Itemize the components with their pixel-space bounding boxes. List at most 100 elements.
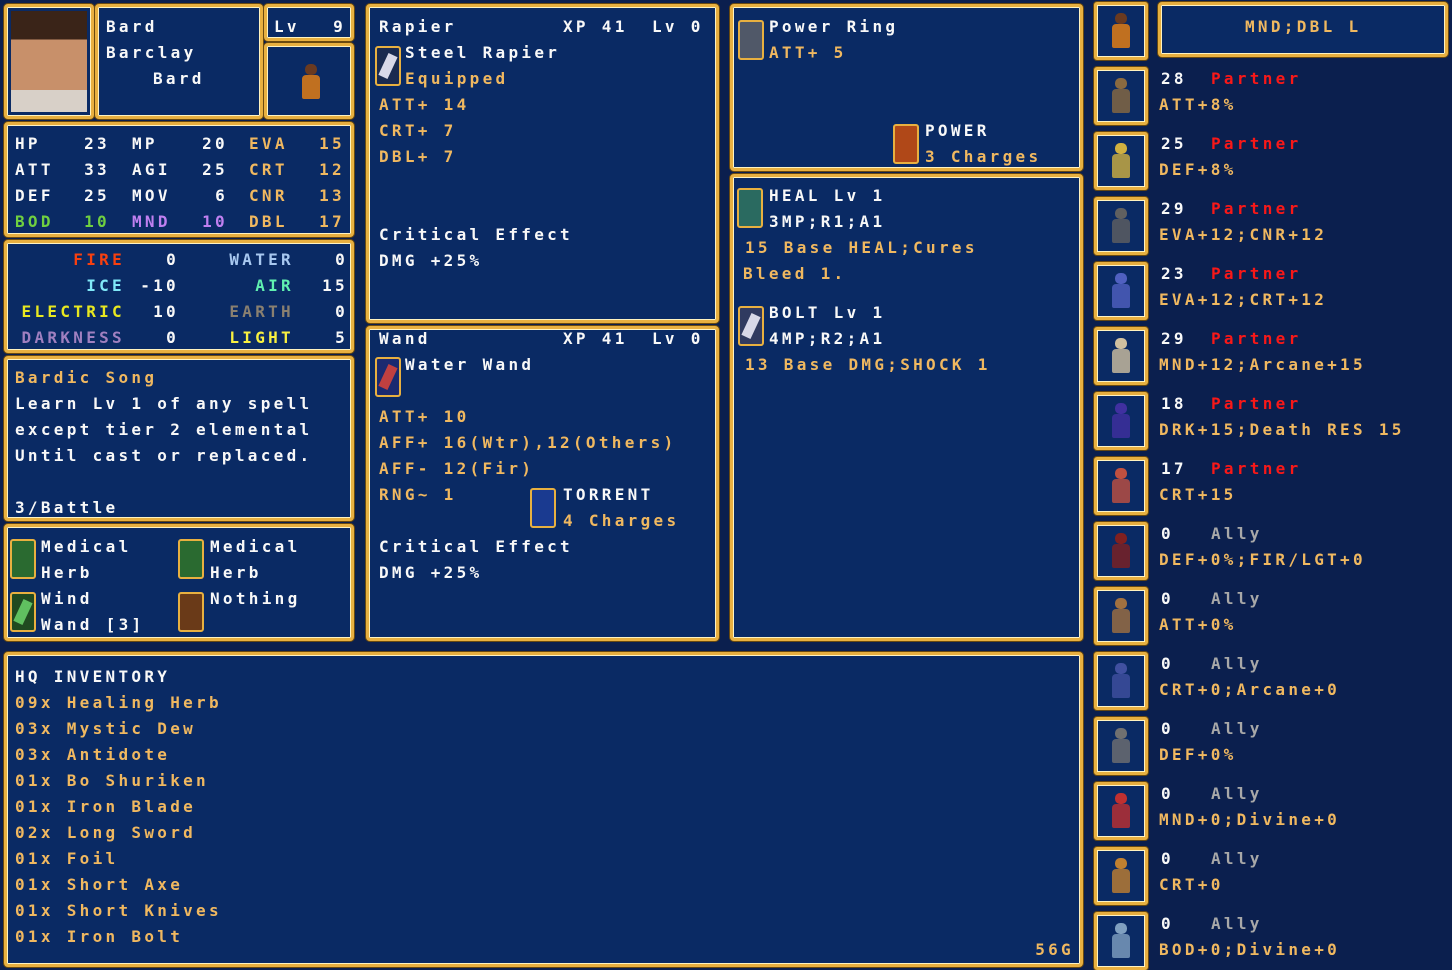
weapon-name: Water Wand: [405, 355, 535, 374]
element-value-electric: 10: [153, 302, 179, 321]
relation-type: Ally: [1211, 524, 1263, 543]
crit-value: DMG +25%: [379, 251, 483, 270]
crit-label: Critical Effect: [379, 537, 573, 556]
inventory-title: HQ INVENTORY: [15, 667, 171, 686]
element-label-darkness: DARKNESS: [21, 328, 125, 347]
relation-unit-slot[interactable]: [1094, 522, 1148, 580]
weapon-stat: RNG~ 1: [379, 485, 457, 504]
stat-label-hp: HP: [15, 134, 41, 153]
relation-effect: ATT+8%: [1159, 95, 1237, 114]
stat-label-def: DEF: [15, 186, 54, 205]
inventory-item[interactable]: 09x Healing Herb: [15, 693, 222, 712]
item-slot-3-line1[interactable]: Wind: [41, 589, 93, 608]
relation-unit-slot[interactable]: [1094, 847, 1148, 905]
accessory-charges: 3 Charges: [925, 147, 1042, 166]
inventory-item[interactable]: 01x Iron Bolt: [15, 927, 184, 946]
stat-label-eva: EVA: [249, 134, 288, 153]
heal-spell-icon[interactable]: [737, 188, 763, 228]
stat-label-crt: CRT: [249, 160, 288, 179]
character-class: Bard: [153, 69, 205, 88]
stat-value-agi: 25: [202, 160, 228, 179]
unit-sprite: [1110, 793, 1132, 829]
relation-unit-slot[interactable]: [1094, 67, 1148, 125]
skill-uses: 3/Battle: [15, 498, 119, 517]
element-label-air: AIR: [255, 276, 294, 295]
relation-effect: DRK+15;Death RES 15: [1159, 420, 1405, 439]
relation-effect: EVA+12;CRT+12: [1159, 290, 1328, 309]
skill-name: Bardic Song: [15, 368, 158, 387]
herb-icon[interactable]: [178, 539, 204, 579]
inventory-item[interactable]: 03x Antidote: [15, 745, 171, 764]
relation-value: 0: [1161, 654, 1174, 673]
inventory-item[interactable]: 01x Iron Blade: [15, 797, 197, 816]
stats-panel: [4, 122, 354, 237]
relation-effect: EVA+12;CNR+12: [1159, 225, 1328, 244]
relation-type: Ally: [1211, 589, 1263, 608]
relations-header-panel: [1158, 2, 1448, 57]
unit-sprite: [1110, 468, 1132, 504]
stat-value-mnd: 10: [202, 212, 228, 231]
inventory-item[interactable]: 01x Foil: [15, 849, 119, 868]
spell-cost: 4MP;R2;A1: [769, 329, 886, 348]
relation-value: 0: [1161, 914, 1174, 933]
unit-sprite: [1110, 78, 1132, 114]
relation-value: 0: [1161, 524, 1174, 543]
wand-icon[interactable]: [10, 592, 36, 632]
weapon-xp: XP 41: [563, 17, 628, 36]
inventory-item[interactable]: 01x Short Axe: [15, 875, 184, 894]
relation-value: 29: [1161, 199, 1187, 218]
weapon-lv: Lv 0: [652, 17, 704, 36]
unit-sprite: [1110, 598, 1132, 634]
item-slot-2-line1[interactable]: Medical: [210, 537, 301, 556]
element-label-earth: EARTH: [229, 302, 294, 321]
weapon-panel-rapier: [366, 4, 719, 323]
relation-type: Ally: [1211, 719, 1263, 738]
relation-type: Ally: [1211, 849, 1263, 868]
stat-value-att: 33: [84, 160, 110, 179]
stat-value-bod: 10: [84, 212, 110, 231]
weapon-charges: 4 Charges: [563, 511, 680, 530]
relation-effect: MND+0;Divine+0: [1159, 810, 1341, 829]
inventory-item[interactable]: 03x Mystic Dew: [15, 719, 197, 738]
item-slot-2-line2[interactable]: Herb: [210, 563, 262, 582]
relation-unit-slot[interactable]: [1094, 717, 1148, 775]
relation-value: 25: [1161, 134, 1187, 153]
weapon-panel-wand: [366, 326, 719, 641]
skill-desc-line: Until cast or replaced.: [15, 446, 313, 465]
wand-icon: [375, 357, 401, 397]
stat-label-cnr: CNR: [249, 186, 288, 205]
inventory-item[interactable]: 01x Bo Shuriken: [15, 771, 209, 790]
relation-value: 0: [1161, 784, 1174, 803]
relation-type: Ally: [1211, 784, 1263, 803]
inventory-item[interactable]: 02x Long Sword: [15, 823, 197, 842]
relation-type: Partner: [1211, 264, 1302, 283]
accessory-spell: POWER: [925, 121, 990, 140]
relation-value: 0: [1161, 719, 1174, 738]
relation-unit-slot[interactable]: [1094, 782, 1148, 840]
item-slot-1-line1[interactable]: Medical: [41, 537, 132, 556]
stat-label-att: ATT: [15, 160, 54, 179]
accessory-name: Power Ring: [769, 17, 899, 36]
item-slot-4-line1[interactable]: Nothing: [210, 589, 301, 608]
skill-desc-line: Learn Lv 1 of any spell: [15, 394, 313, 413]
stat-value-mp: 20: [202, 134, 228, 153]
relation-value: 28: [1161, 69, 1187, 88]
spells-panel: [730, 174, 1083, 641]
elements-panel: [4, 240, 354, 353]
inventory-item[interactable]: 01x Short Knives: [15, 901, 222, 920]
spell-name[interactable]: BOLT Lv 1: [769, 303, 886, 322]
relation-unit-slot[interactable]: [1094, 197, 1148, 255]
relation-effect: CRT+15: [1159, 485, 1237, 504]
spell-name[interactable]: HEAL Lv 1: [769, 186, 886, 205]
name-panel: [95, 4, 263, 119]
stat-label-mov: MOV: [132, 186, 171, 205]
relation-effect: MND+12;Arcane+15: [1159, 355, 1366, 374]
unit-sprite: [1110, 923, 1132, 959]
item-slot-1-line2[interactable]: Herb: [41, 563, 93, 582]
bolt-spell-icon[interactable]: [738, 306, 764, 346]
herb-icon[interactable]: [10, 539, 36, 579]
item-slot-3-line2[interactable]: Wand [3]: [41, 615, 145, 634]
hand-icon[interactable]: [178, 592, 204, 632]
stat-value-def: 25: [84, 186, 110, 205]
